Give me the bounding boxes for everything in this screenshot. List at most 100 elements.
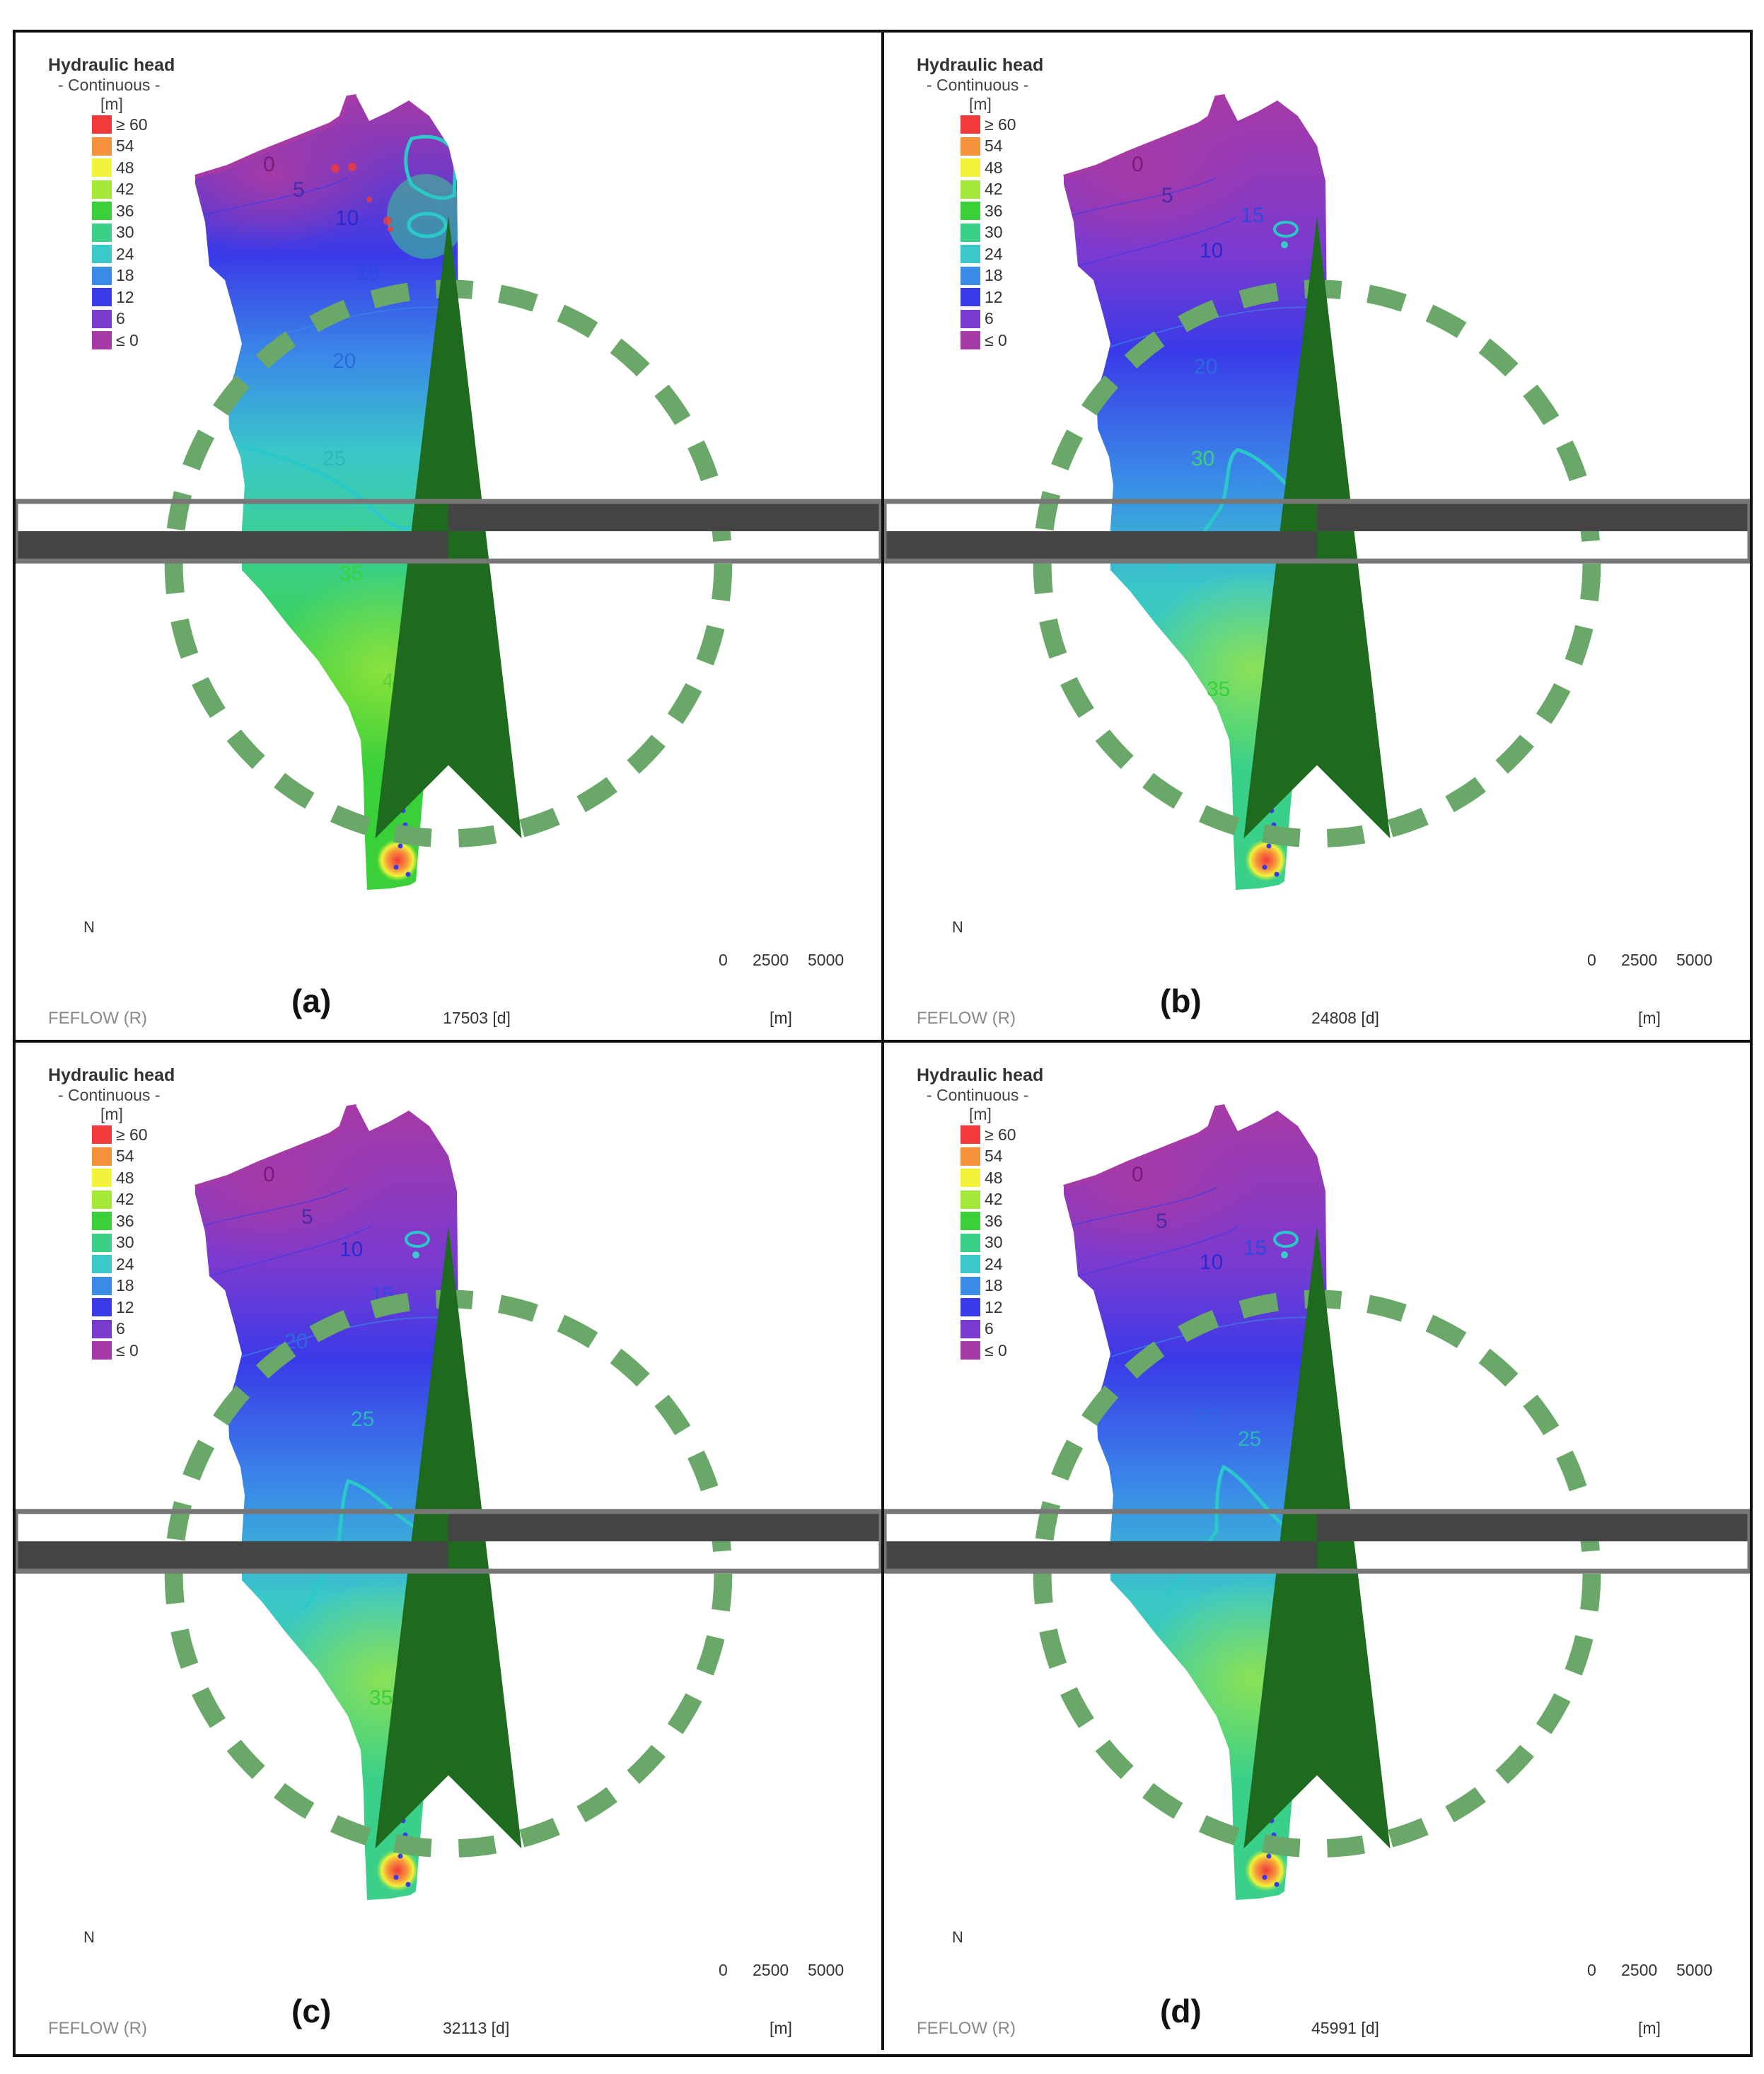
legend-entry: 36: [961, 200, 1043, 222]
contour-line: [1067, 1187, 1217, 1227]
legend-label: 36: [116, 201, 134, 220]
contour-label: 35: [369, 1686, 393, 1710]
legend-label: 12: [985, 287, 1003, 306]
legend-swatch: [961, 1319, 980, 1338]
contour-label: 5: [301, 1205, 313, 1229]
legend-entry: 36: [92, 1210, 175, 1232]
legend-entry: ≥ 60: [92, 1124, 175, 1146]
legend-swatch: [92, 266, 112, 285]
contour-line: [209, 216, 370, 267]
legend-entry: 12: [961, 286, 1043, 308]
well-point: [1266, 1853, 1272, 1859]
contour-label: 30: [1191, 447, 1214, 470]
north-label: N: [83, 1928, 95, 1946]
legend-label: 36: [985, 1211, 1003, 1230]
legend-entry: 48: [92, 1167, 175, 1189]
contour-label: 35: [1207, 678, 1230, 701]
north-label: N: [952, 1928, 963, 1946]
panel-label: (b): [1160, 983, 1202, 1019]
software-label: FEFLOW (R): [48, 1009, 147, 1028]
pumping-well: [376, 1849, 419, 1891]
legend-entry: 54: [92, 136, 175, 158]
legend-entry: 42: [92, 1189, 175, 1211]
legend-subtitle: - Continuous -: [927, 76, 1029, 94]
well-point: [1262, 864, 1267, 870]
legend-label: 24: [985, 244, 1003, 263]
scale-bar: [16, 1509, 881, 1574]
legend-label: 30: [985, 1233, 1003, 1252]
simulation-time: 24808 [d]: [1311, 1009, 1379, 1027]
legend-swatch: [961, 158, 980, 178]
legend-entry: 54: [92, 1146, 175, 1168]
legend-swatch: [92, 245, 112, 264]
legend-label: ≥ 60: [985, 115, 1016, 134]
well-point: [398, 843, 403, 849]
well-point: [398, 1853, 403, 1859]
legend-entry: 30: [961, 222, 1043, 244]
well-point: [366, 197, 372, 202]
legend-subtitle: - Continuous -: [58, 76, 161, 94]
legend-label: 24: [116, 1254, 134, 1273]
legend-label: ≤ 0: [116, 1340, 139, 1360]
scale-tick-label: 5000: [808, 1961, 845, 1979]
legend-entry: 30: [92, 222, 175, 244]
pumping-well: [376, 839, 419, 881]
contour-label: 10: [1200, 239, 1223, 262]
scale-tick-label: 5000: [808, 951, 845, 969]
scale-bar: [884, 1509, 1750, 1574]
legend-entry: 54: [961, 136, 1043, 158]
legend-entry: 48: [92, 157, 175, 179]
legend-entry: 18: [961, 1275, 1043, 1297]
legend-swatch: [92, 1212, 112, 1231]
simulation-time: 17503 [d]: [443, 1009, 511, 1027]
scale-unit: [m]: [770, 2019, 792, 2037]
map-panel-b: 0 5 10 15 20 30 35 Hydraulic head - Continuous -…: [884, 33, 1750, 1043]
legend-swatch: [961, 1212, 980, 1231]
legend-label: 6: [116, 1319, 125, 1338]
legend-entry: 18: [92, 265, 175, 287]
legend-title: Hydraulic head: [48, 55, 175, 75]
north-label: N: [952, 918, 963, 936]
well-point: [1266, 843, 1272, 849]
legend-entry: ≤ 0: [92, 1340, 175, 1362]
contour-label: 20: [1195, 1405, 1219, 1428]
legend-label: 12: [116, 1297, 134, 1316]
scale-unit: [m]: [770, 1009, 792, 1027]
legend-entry: 12: [92, 1297, 175, 1319]
well-point: [393, 1875, 399, 1880]
legend-label: 18: [985, 266, 1003, 285]
legend-swatch: [92, 1190, 112, 1209]
legend-swatch: [92, 1276, 112, 1295]
well-point: [1281, 1251, 1288, 1258]
legend-swatch: [92, 115, 112, 134]
well-point: [331, 164, 340, 173]
legend-entry: 36: [961, 1210, 1043, 1232]
contour-label: 35: [340, 562, 363, 585]
legend-entry: 6: [961, 1319, 1043, 1340]
legend-label: 12: [985, 1297, 1003, 1316]
legend-label: ≥ 60: [985, 1125, 1016, 1144]
contour-label: 20: [332, 349, 356, 373]
scale-tick-label: 5000: [1676, 1961, 1713, 1979]
contour-label: 15: [1243, 1236, 1267, 1260]
legend-entry: ≤ 0: [92, 330, 175, 352]
legend-entry: 6: [92, 1319, 175, 1340]
legend-label: 18: [116, 1276, 134, 1295]
legend-label: 30: [116, 223, 134, 242]
legend-unit: [m]: [969, 95, 992, 113]
legend-swatch: [961, 1147, 980, 1166]
contour-line: [1078, 1226, 1238, 1277]
contour-label: 0: [1132, 153, 1144, 176]
mound-zone: [387, 174, 458, 259]
legend-title: Hydraulic head: [917, 55, 1044, 75]
legend-swatch: [961, 1125, 980, 1145]
legend-label: 48: [116, 1168, 134, 1187]
legend-swatch: [961, 115, 980, 134]
legend-label: ≤ 0: [985, 330, 1007, 349]
legend-swatch: [961, 1233, 980, 1252]
panel-label: (c): [291, 1993, 332, 2029]
well-point: [393, 864, 399, 870]
legend-swatch: [961, 245, 980, 264]
well-point: [1281, 241, 1288, 248]
scale-tick-label: 2500: [753, 951, 789, 969]
